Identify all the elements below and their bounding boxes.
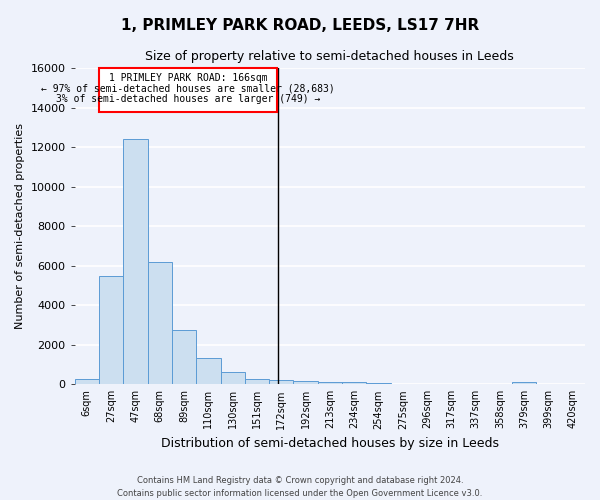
Y-axis label: Number of semi-detached properties: Number of semi-detached properties [15, 124, 25, 330]
Bar [99, 276, 124, 384]
Bar [318, 382, 342, 384]
Bar [245, 380, 269, 384]
Text: Contains HM Land Registry data © Crown copyright and database right 2024.
Contai: Contains HM Land Registry data © Crown c… [118, 476, 482, 498]
Bar [293, 382, 318, 384]
Bar [124, 140, 148, 384]
Text: ← 97% of semi-detached houses are smaller (28,683): ← 97% of semi-detached houses are smalle… [41, 83, 335, 93]
Bar [269, 380, 293, 384]
X-axis label: Distribution of semi-detached houses by size in Leeds: Distribution of semi-detached houses by … [161, 437, 499, 450]
Text: 1, PRIMLEY PARK ROAD, LEEDS, LS17 7HR: 1, PRIMLEY PARK ROAD, LEEDS, LS17 7HR [121, 18, 479, 32]
Title: Size of property relative to semi-detached houses in Leeds: Size of property relative to semi-detach… [145, 50, 514, 63]
Bar [172, 330, 196, 384]
Text: 3% of semi-detached houses are larger (749) →: 3% of semi-detached houses are larger (7… [56, 94, 320, 104]
FancyBboxPatch shape [100, 68, 277, 112]
Bar [221, 372, 245, 384]
Bar [75, 380, 99, 384]
Bar [196, 358, 221, 384]
Bar [367, 383, 391, 384]
Bar [148, 262, 172, 384]
Text: 1 PRIMLEY PARK ROAD: 166sqm: 1 PRIMLEY PARK ROAD: 166sqm [109, 73, 268, 83]
Bar [512, 382, 536, 384]
Bar [342, 382, 367, 384]
